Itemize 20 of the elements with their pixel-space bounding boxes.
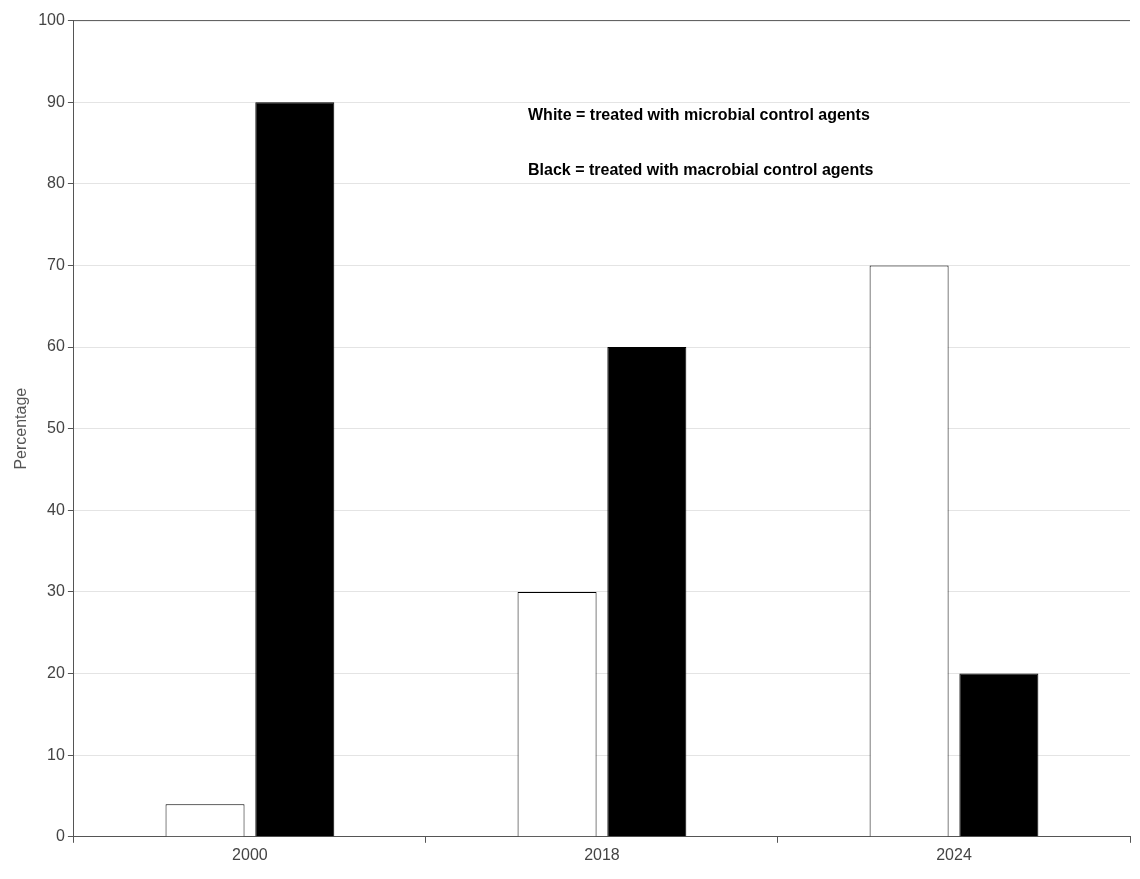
bar	[959, 673, 1039, 837]
bar	[255, 102, 335, 837]
y-tick-label: 10	[47, 745, 65, 763]
y-tick-label: 100	[38, 11, 65, 29]
y-tick-label: 0	[55, 827, 65, 845]
annotation: White = treated with microbial control agents	[528, 106, 870, 124]
x-tick-label: 2024	[936, 845, 972, 863]
x-tick-label: 2000	[232, 845, 268, 863]
y-tick-label: 40	[47, 500, 65, 518]
y-axis-title: Percentage	[12, 387, 30, 470]
y-tick-label: 50	[47, 419, 65, 437]
annotation: Black = treated with macrobial control agents	[528, 161, 874, 179]
y-tick-label: 30	[47, 582, 65, 600]
bar	[607, 347, 687, 837]
y-tick-label: 80	[47, 174, 65, 192]
y-tick-label: 20	[47, 663, 65, 681]
y-tick-label: 60	[47, 337, 65, 355]
y-tick-label: 70	[47, 255, 65, 273]
y-tick-label: 90	[47, 92, 65, 110]
x-tick-label: 2018	[584, 845, 620, 863]
